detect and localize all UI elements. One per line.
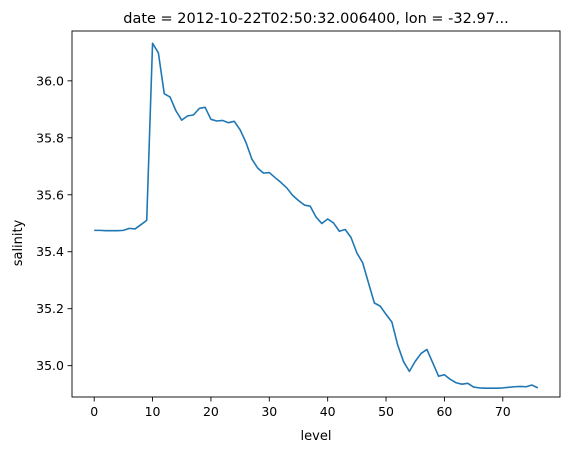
plot-frame: [71, 30, 561, 398]
y-axis-label: salinity: [11, 219, 26, 266]
x-tick-label: 60: [436, 404, 452, 419]
x-tick-label: 0: [90, 404, 98, 419]
series-line-salinity: [94, 42, 539, 389]
x-tick-label: 30: [261, 404, 277, 419]
x-tick-label: 70: [495, 404, 511, 419]
y-tick-label: 35.0: [36, 358, 64, 373]
y-tick-label: 35.2: [36, 301, 64, 316]
y-tick-label: 35.4: [36, 244, 64, 259]
y-tick-label: 35.6: [36, 187, 64, 202]
chart-title: date = 2012-10-22T02:50:32.006400, lon =…: [123, 11, 509, 27]
y-tick-label: 36.0: [36, 73, 64, 88]
x-tick-label: 10: [145, 404, 161, 419]
plot-area: 0 10 20 30 40 50 60 70 35.0 35.2 35.4 35.6 35.8 36.0: [36, 30, 561, 419]
x-axis-label: level: [301, 429, 332, 444]
y-tick-label: 35.8: [36, 130, 64, 145]
x-tick-label: 40: [320, 404, 336, 419]
x-tick-label: 20: [203, 404, 219, 419]
x-tick-label: 50: [378, 404, 394, 419]
